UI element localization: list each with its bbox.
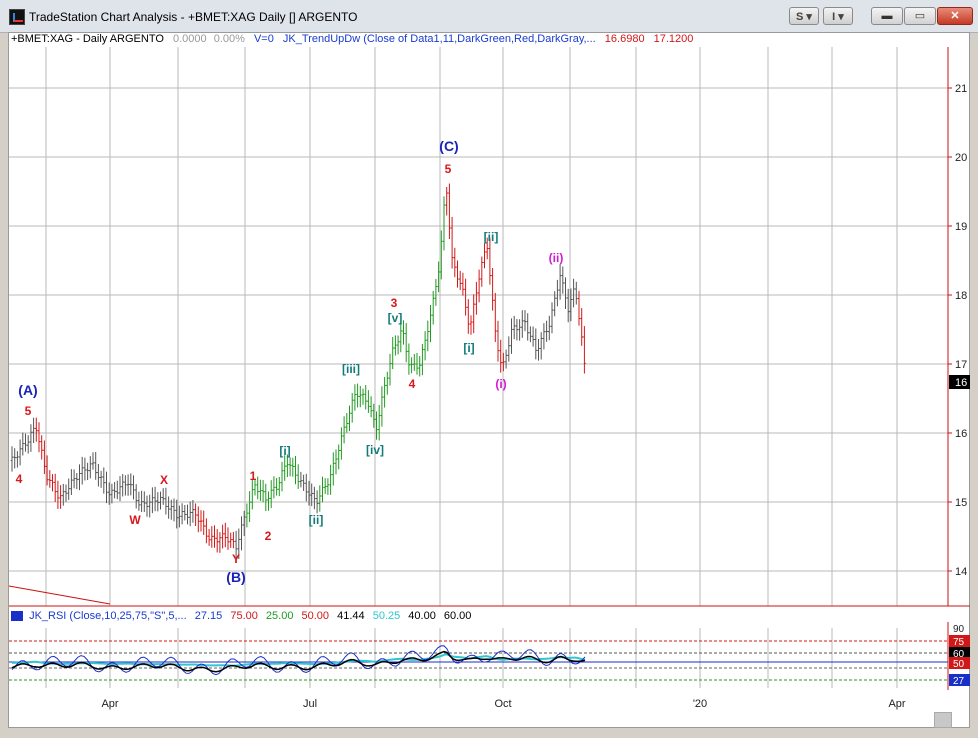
symbol-label: +BMET:XAG - Daily ARGENTO: [11, 33, 164, 45]
wave-label: [i]: [279, 444, 290, 458]
wave-label: 3: [391, 296, 398, 310]
rsi-value-box: [949, 657, 970, 669]
toolbar-i-dropdown-button[interactable]: I ▾: [823, 7, 853, 25]
rsi-value-2: 75.00: [230, 610, 258, 622]
wave-label: (i): [495, 377, 506, 391]
price-tick-label: 21: [955, 83, 967, 95]
wave-label: W: [129, 513, 141, 527]
rsi-tick-label: 90: [953, 624, 965, 635]
wave-label: [ii]: [484, 230, 499, 244]
toolbar-s-label: S: [796, 11, 804, 23]
rsi-tick-label: 75: [953, 637, 965, 648]
rsi-value-box: [949, 674, 970, 686]
restore-button[interactable]: ▭: [904, 7, 936, 25]
current-price-box: [949, 375, 970, 389]
trend-line: [8, 585, 111, 605]
indicator-name[interactable]: JK_TrendUpDw (Close of Data1,11,DarkGree…: [282, 33, 596, 45]
wave-label: [iii]: [342, 362, 360, 376]
wave-label: (C): [439, 138, 458, 154]
time-axis-label: Apr: [888, 698, 905, 710]
wave-label: 4: [16, 472, 23, 486]
current-price-label: 16: [955, 377, 967, 389]
wave-label: [ii]: [309, 513, 324, 527]
rsi-value-4: 50.00: [301, 610, 330, 622]
chart-area[interactable]: [8, 32, 970, 728]
chart-scrollbar-thumb[interactable]: [934, 712, 952, 728]
tradestation-app-icon: [9, 9, 25, 25]
time-axis-label: Oct: [494, 698, 511, 710]
wave-label: [v]: [388, 311, 403, 325]
toolbar-i-label: I: [832, 11, 836, 23]
rsi-signal-line: [11, 653, 586, 667]
rsi-value-8: 60.00: [443, 610, 472, 622]
volume-value: V=0: [253, 33, 274, 45]
rsi-tick-label: 27: [953, 676, 965, 687]
restore-icon: ▭: [914, 10, 926, 22]
rsi-pane-header: JK_RSI (Close,10,25,75,"S",5,... 27.15 7…: [11, 610, 471, 622]
price-tick-label: 20: [955, 152, 967, 164]
price-tick-label: 16: [955, 428, 967, 440]
wave-label: (A): [18, 382, 37, 398]
price-pct: 0.00%: [213, 33, 245, 45]
minimize-button[interactable]: ▬: [871, 7, 903, 25]
toolbar-s-dropdown-button[interactable]: S ▾: [789, 7, 819, 25]
rsi-value-7: 40.00: [408, 610, 436, 622]
rsi-value-1: 27.15: [194, 610, 223, 622]
rsi-value-3: 25.00: [265, 610, 294, 622]
price-tick-label: 19: [955, 221, 967, 233]
wave-label: Y: [232, 552, 240, 566]
wave-label: 5: [445, 162, 452, 176]
rsi-indicator-name[interactable]: JK_RSI (Close,10,25,75,"S",5,...: [29, 610, 187, 622]
window-title: TradeStation Chart Analysis - +BMET:XAG …: [29, 10, 358, 24]
price-tick-label: 14: [955, 566, 967, 578]
wave-label: 5: [25, 404, 32, 418]
price-tick-label: 15: [955, 497, 967, 509]
window-titlebar: TradeStation Chart Analysis - +BMET:XAG …: [0, 0, 978, 33]
close-button[interactable]: ✕: [937, 7, 973, 25]
wave-label: 4: [409, 377, 416, 391]
wave-label: (B): [226, 569, 245, 585]
time-axis-label: '20: [693, 698, 707, 710]
price-value: 0.0000: [172, 33, 207, 45]
rsi-tick-label: 50: [953, 659, 965, 670]
minimize-icon: ▬: [881, 10, 893, 22]
price-tick-label: 17: [955, 359, 967, 371]
rsi-value-box: [949, 647, 970, 659]
wave-label: 1: [250, 469, 257, 483]
wave-label: [iv]: [366, 443, 384, 457]
time-axis-label: Jul: [303, 698, 317, 710]
wave-label: (ii): [549, 251, 564, 265]
price-pane-header: +BMET:XAG - Daily ARGENTO 0.0000 0.00% V…: [11, 33, 693, 45]
wave-label: X: [160, 473, 168, 487]
rsi-smooth-line: [11, 650, 586, 673]
wave-label: [i]: [463, 341, 474, 355]
indicator-value-1: 16.6980: [604, 33, 645, 45]
price-tick-label: 18: [955, 290, 967, 302]
rsi-value-6: 50.25: [372, 610, 401, 622]
indicator-value-2: 17.1200: [653, 33, 694, 45]
rsi-icon: [11, 611, 23, 622]
wave-label: 2: [265, 529, 272, 543]
rsi-value-box: [949, 635, 970, 647]
rsi-tick-label: 60: [953, 649, 965, 660]
time-axis-label: Apr: [101, 698, 118, 710]
close-icon: ✕: [950, 10, 960, 22]
rsi-value-5: 41.44: [337, 610, 365, 622]
